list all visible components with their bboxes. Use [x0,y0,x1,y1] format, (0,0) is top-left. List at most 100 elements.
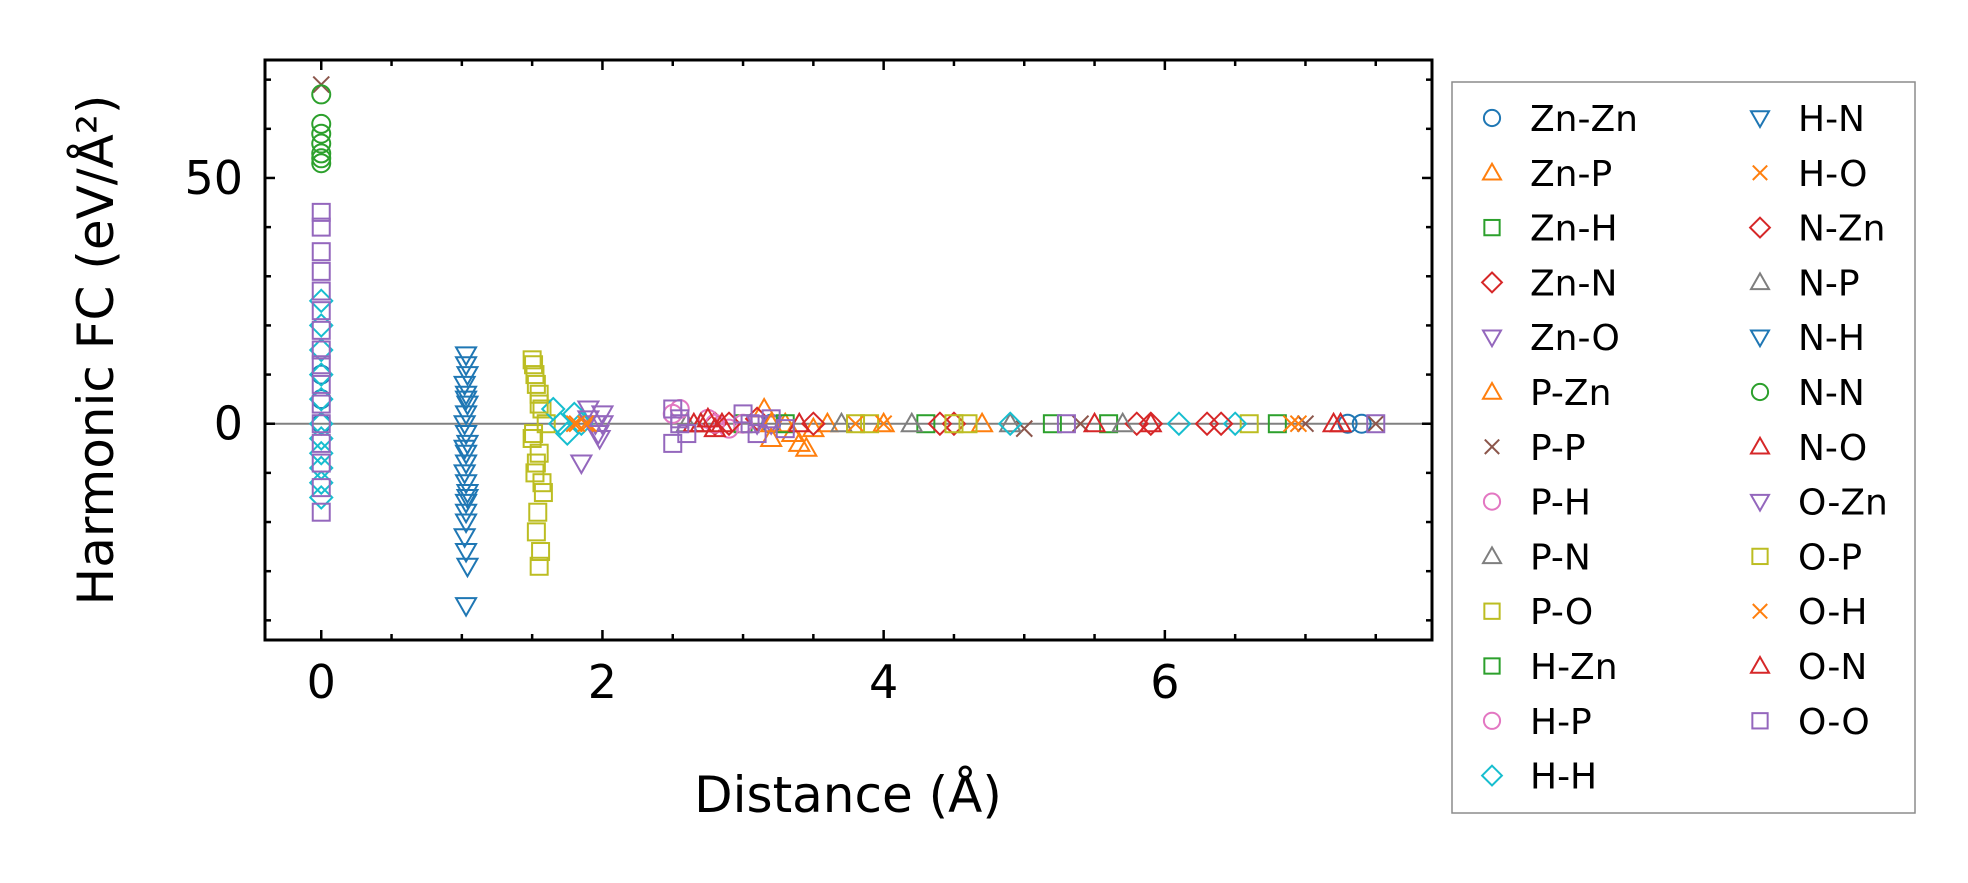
data-point-O-O [311,478,331,498]
legend-item-H-H: H-H [1480,757,1597,798]
data-point-H-N [455,366,480,387]
data-point-P-O [532,399,552,419]
series-N-H [452,390,480,510]
data-point-O-O [1366,414,1386,434]
data-point-O-H [576,415,595,433]
legend-label: Zn-Zn [1530,99,1638,140]
data-point-P-O [529,384,549,404]
data-point-H-N [454,425,478,446]
legend-item-Zn-O: Zn-O [1481,318,1620,359]
legend-label: N-N [1798,373,1865,414]
data-point-N-N [311,133,332,154]
data-point-N-N [311,113,332,134]
data-point-O-P [846,414,866,434]
data-point-P-O [528,502,548,522]
data-point-O-H [874,415,893,433]
legend-marker-H-N [1749,110,1771,130]
data-point-O-O [311,502,331,522]
data-point-O-P [526,453,546,473]
data-point-H-O [846,415,865,433]
legend-item-P-Zn: P-Zn [1481,373,1611,414]
data-point-H-H [554,421,580,446]
data-point-O-O [1056,414,1076,434]
legend-item-H-P: H-P [1482,702,1592,743]
legend-marker-O-H [1752,603,1768,620]
data-point-Zn-O [569,454,594,476]
legend-marker-N-H [1749,329,1771,349]
legend-marker-P-Zn [1481,380,1503,400]
legend-item-H-Zn: H-Zn [1483,647,1618,688]
data-point-O-H [1289,415,1308,433]
legend-marker-H-O [1752,164,1768,181]
legend-label: Zn-N [1530,263,1617,304]
data-point-N-P [1110,411,1135,433]
y-axis-label: Harmonic FC (eV/Å²) [67,95,125,606]
data-point-P-P [1015,419,1033,438]
legend-item-Zn-P: Zn-P [1481,154,1612,195]
data-point-O-O [663,433,683,453]
data-point-N-O [703,416,727,438]
plot-frame [263,58,1434,642]
data-point-H-H [547,411,573,437]
data-point-P-O [533,483,553,503]
legend-marker-N-N [1750,382,1770,402]
data-point-H-H [997,411,1023,437]
data-point-N-H [454,390,478,412]
legend-marker-Zn-O [1481,329,1503,349]
data-point-P-O [531,542,551,562]
data-point-N-H [452,439,477,461]
data-point-O-O [311,374,331,394]
legend-marker-O-N [1749,654,1771,674]
plot-area [265,75,1432,618]
data-point-O-O [311,340,331,360]
data-point-O-O [311,433,331,453]
legend-marker-Zn-H [1483,218,1501,237]
data-point-H-N [452,375,477,397]
legend-label: P-H [1530,483,1591,524]
data-point-O-N [710,411,734,433]
legend-item-H-N: H-N [1749,99,1865,140]
legend-label: N-H [1798,318,1865,359]
legend-frame [1451,81,1916,814]
data-point-H-Zn [1042,414,1062,434]
legend-label: H-P [1530,702,1592,743]
data-point-H-N [454,385,478,407]
series-O-H [568,415,1308,433]
data-point-P-O [529,443,549,463]
x-axis-label: Distance (Å) [694,766,1002,824]
data-point-Zn-Zn [311,364,332,385]
data-point-N-P [900,411,924,433]
data-point-H-N [454,513,478,535]
data-point-O-O [311,320,331,340]
legend-item-O-P: O-P [1751,537,1862,578]
x-tick-label: 0 [307,655,336,709]
data-point-O-Zn [576,410,601,431]
data-point-O-O [311,301,331,321]
data-point-H-N [454,493,478,515]
legend-item-N-H: N-H [1749,318,1865,359]
data-point-N-N [311,153,332,174]
legend-label: H-O [1798,154,1867,195]
data-point-P-P [1367,415,1385,433]
data-point-Zn-P [801,416,826,438]
data-point-H-H [308,288,334,314]
data-point-H-H [308,337,334,363]
legend-item-O-Zn: O-Zn [1749,483,1888,524]
legend-item-P-P: P-P [1484,428,1586,469]
data-point-H-N [455,557,480,579]
data-point-P-Zn [794,436,819,457]
legend-marker-H-H [1480,764,1504,787]
data-point-O-O [747,424,767,444]
legend: Zn-Zn Zn-P Zn-H Zn-N Zn-O P-Zn P-P P-H P-N P-O H-Z… [1451,81,1916,814]
legend-label: Zn-P [1530,154,1612,195]
legend-label: H-N [1798,99,1865,140]
legend-item-Zn-N: Zn-N [1480,263,1617,304]
data-point-N-N [311,143,332,164]
legend-label: P-P [1530,428,1586,469]
data-point-O-P [526,374,546,394]
legend-marker-P-P [1484,438,1500,455]
data-point-P-O [958,414,978,434]
data-point-O-Zn [590,415,615,436]
data-point-H-N [452,528,477,549]
series-N-Zn [716,411,1234,437]
